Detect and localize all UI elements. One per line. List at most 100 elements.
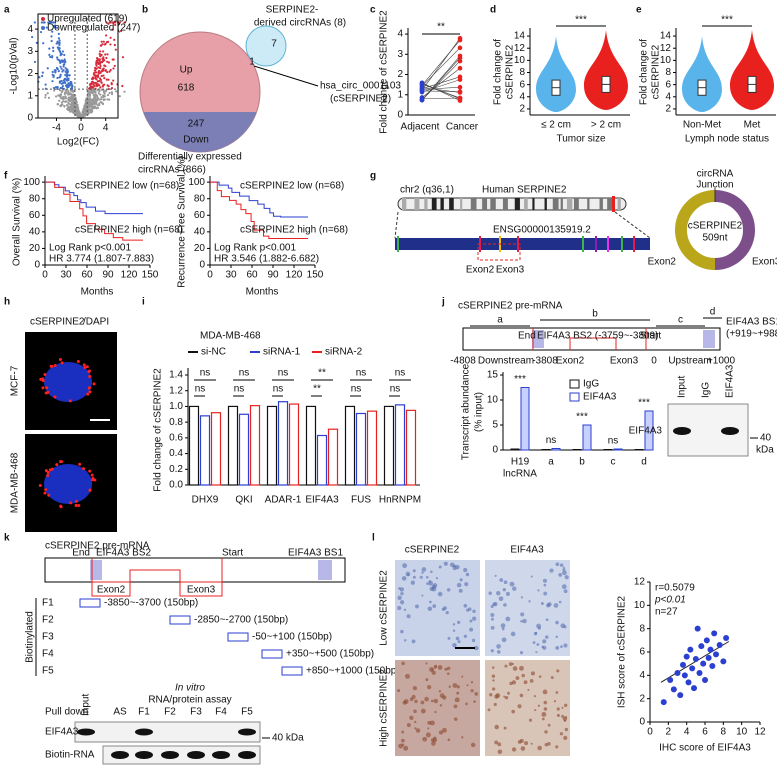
cell [501, 627, 505, 631]
volcano-point [94, 71, 98, 74]
signal [92, 382, 96, 386]
volcano-point [92, 81, 95, 84]
volcano-point [68, 103, 71, 106]
cell [530, 671, 535, 676]
cell [425, 662, 428, 665]
cell [545, 618, 549, 622]
significance: ** [318, 368, 326, 379]
volcano-point [92, 73, 95, 76]
cell [555, 635, 558, 639]
cell [474, 645, 479, 651]
row-label: Low cSERPINE2 [379, 570, 390, 646]
volcano-point [95, 64, 98, 67]
volcano-point [92, 77, 95, 80]
volcano-point [102, 69, 105, 72]
label: Exon2 [466, 265, 495, 276]
volcano-point [103, 77, 106, 80]
volcano-point [63, 104, 66, 108]
cell [420, 700, 425, 705]
cell [446, 672, 450, 676]
cell [560, 623, 566, 629]
signal [60, 361, 64, 365]
cell [503, 695, 506, 698]
cell [517, 740, 522, 744]
volcano-point [107, 87, 110, 91]
cell [464, 582, 469, 587]
x-axis-label: Months [246, 287, 279, 298]
cell [450, 562, 455, 568]
cell [499, 578, 504, 582]
cell [446, 588, 451, 592]
signal [90, 473, 94, 477]
significance: ns [273, 384, 284, 395]
signal [41, 379, 45, 383]
label: End [72, 548, 90, 559]
y-tick-label: 20 [194, 243, 206, 254]
violin [536, 36, 576, 112]
significance: ns [356, 368, 367, 379]
exon-box [91, 581, 131, 597]
y-tick-label: 0.0 [169, 480, 183, 491]
volcano-point [89, 91, 92, 94]
cell [429, 586, 434, 592]
cell [401, 661, 405, 666]
survival-curve [210, 181, 308, 239]
volcano-point [47, 21, 50, 24]
x-tick-label: 4 [684, 727, 690, 738]
cell [511, 662, 514, 666]
signal [78, 462, 82, 466]
cell [447, 636, 451, 640]
y-tick-label: 0 [397, 110, 403, 121]
cell [453, 704, 458, 709]
significance: *** [576, 412, 588, 423]
legend-label: cSERPINE2 low (n=68) [240, 181, 344, 192]
cell [563, 643, 568, 648]
volcano-point [87, 111, 91, 114]
panel-label: e [636, 5, 642, 16]
volcano-point [66, 107, 69, 110]
x-tick-label: 120 [121, 270, 138, 281]
band [482, 198, 488, 210]
volcano-point [52, 46, 55, 49]
label: 509nt [702, 233, 727, 244]
cell [401, 738, 405, 743]
signal [41, 386, 45, 390]
cell [564, 727, 569, 732]
lane-label: F3 [190, 707, 202, 718]
scatter-point [677, 692, 684, 699]
x-tick-label: QKI [235, 495, 252, 506]
lane-label: F1 [138, 707, 150, 718]
volcano-point [59, 86, 62, 90]
cell [397, 689, 401, 693]
y-tick-label: 2 [397, 69, 403, 80]
volcano-point [67, 93, 70, 96]
band [402, 198, 407, 210]
volcano-point [100, 96, 103, 99]
cell [463, 568, 468, 573]
cell [542, 645, 547, 650]
x-tick-label: 8 [721, 727, 727, 738]
volcano-point [96, 104, 99, 107]
signal [60, 460, 64, 464]
label: -4808 [450, 356, 476, 367]
band [502, 198, 508, 210]
bar [327, 428, 339, 486]
lane-label: EIF4A3 [725, 364, 736, 398]
cell [556, 707, 560, 711]
bar [634, 449, 644, 451]
scatter-point [703, 637, 710, 644]
panel-label: k [4, 533, 10, 544]
scatter-point [696, 670, 703, 676]
pair-line [421, 55, 461, 101]
label: d [710, 307, 716, 318]
volcano-point [95, 78, 98, 81]
volcano-point [52, 75, 55, 79]
cell [564, 703, 568, 708]
scatter-point [707, 646, 714, 653]
label: SERPINE2- [266, 5, 319, 16]
exon-outline [532, 328, 647, 350]
volcano-point [71, 98, 74, 101]
scatter-point [667, 677, 674, 683]
label: Biotinylated [25, 611, 36, 663]
volcano-point [108, 91, 111, 95]
